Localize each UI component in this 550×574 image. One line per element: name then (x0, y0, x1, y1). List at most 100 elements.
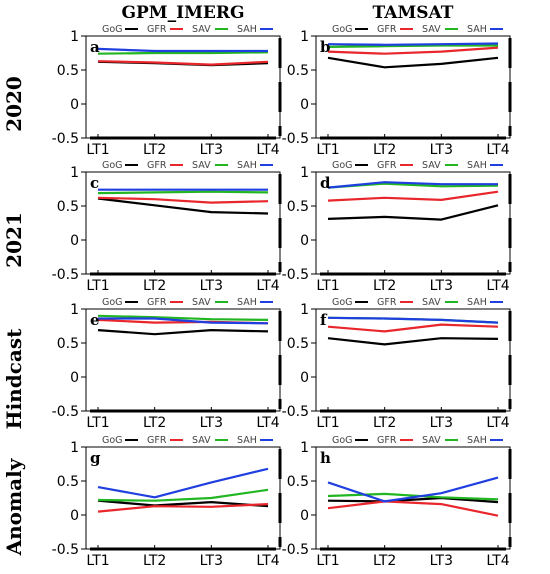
y-tick-label: -0.5 (52, 267, 79, 283)
y-tick-label: 0.5 (57, 199, 79, 215)
series-line-gog (97, 329, 269, 336)
legend-label: GFR (377, 435, 397, 446)
panel-frame (85, 171, 281, 275)
legend-label: SAH (237, 160, 257, 171)
x-tick-label: LT3 (430, 142, 453, 158)
series-line-sav (97, 314, 269, 321)
y-tick-label: 0 (70, 370, 79, 386)
x-tick-label: LT2 (143, 278, 166, 294)
legend-label: SAV (422, 297, 441, 308)
legend-label: GoG (102, 297, 123, 308)
panel-letter: c (90, 174, 99, 192)
legend-label: GoG (332, 160, 353, 171)
series-line-sah (97, 467, 269, 499)
series-line-sah (327, 42, 499, 46)
series-line-gfr (327, 500, 499, 517)
y-tick-label: 0.5 (287, 199, 309, 215)
legend-label: GFR (147, 435, 167, 446)
x-tick-label: LT2 (143, 142, 166, 158)
panel-letter: b (320, 38, 331, 56)
legend: GoG GFR SAV SAH (102, 160, 273, 171)
series-line-sav (327, 492, 499, 501)
y-tick-label: 1 (300, 302, 309, 318)
y-tick-label: 1 (300, 165, 309, 181)
x-tick-label: LT2 (143, 553, 166, 569)
legend-label: SAV (192, 435, 211, 446)
y-tick-label: 0 (70, 97, 79, 113)
x-tick-label: LT4 (256, 553, 279, 569)
legend-label: GFR (377, 24, 397, 35)
x-tick-label: LT4 (486, 142, 509, 158)
series-line-gfr (327, 190, 499, 202)
series-line-sah (97, 47, 268, 53)
panel-letter: e (90, 311, 100, 329)
legend-label: GoG (102, 24, 123, 35)
x-tick-label: LT2 (373, 278, 396, 294)
x-tick-label: LT4 (256, 142, 279, 158)
legend: GoG GFR SAV SAH (102, 435, 273, 446)
x-tick-label: LT3 (200, 142, 223, 158)
x-tick-label: LT2 (373, 142, 396, 158)
series-line-gfr (97, 503, 269, 513)
x-tick-label: LT3 (430, 553, 453, 569)
y-tick-label: 1 (300, 440, 309, 456)
series-line-sah (98, 317, 269, 325)
row-label-anomaly: Anomaly (2, 457, 26, 556)
x-tick-label: LT1 (86, 278, 109, 294)
y-tick-label: 0 (300, 370, 309, 386)
legend-label: SAV (192, 24, 211, 35)
x-tick-label: LT4 (256, 415, 279, 431)
series-line-gog (327, 496, 499, 504)
x-tick-label: LT1 (316, 142, 339, 158)
y-tick-label: -0.5 (282, 267, 309, 283)
legend-label: GoG (332, 297, 353, 308)
x-tick-label: LT3 (430, 415, 453, 431)
legend-label: GoG (102, 160, 123, 171)
y-tick-label: -0.5 (52, 131, 79, 147)
y-tick-label: 0.5 (287, 474, 309, 490)
x-tick-label: LT1 (86, 142, 109, 158)
legend-label: SAV (422, 435, 441, 446)
panel-f: -0.5 0 0.5 1 LT1 LT2 LT3 LT4 f GoG GFR SAV SAH (282, 297, 512, 431)
legend: GoG GFR SAV SAH (332, 24, 503, 35)
y-tick-label: 0 (300, 508, 309, 524)
y-tick-label: 0.5 (287, 336, 309, 352)
y-tick-label: 0.5 (57, 63, 79, 79)
legend-label: SAH (467, 24, 487, 35)
x-tick-label: LT4 (256, 278, 279, 294)
legend-label: SAH (467, 297, 487, 308)
series-line-sav (97, 51, 269, 55)
legend-label: GFR (377, 297, 397, 308)
panel-letter: g (90, 449, 101, 467)
column-title-left: GPM_IMERG (122, 3, 245, 23)
legend-label: GFR (147, 297, 167, 308)
x-tick-label: LT1 (316, 278, 339, 294)
y-tick-label: 1 (300, 29, 309, 45)
y-tick-label: 0.5 (57, 336, 79, 352)
series-line-sav (327, 44, 498, 48)
series-line-gfr (327, 46, 499, 55)
series-line-gfr (97, 196, 269, 204)
y-tick-label: 1 (70, 440, 79, 456)
legend-label: GoG (332, 435, 353, 446)
legend-label: SAH (237, 297, 257, 308)
x-tick-label: LT4 (486, 278, 509, 294)
legend-label: SAV (422, 24, 441, 35)
series-line-gog (327, 56, 499, 69)
y-tick-label: 0 (70, 508, 79, 524)
y-tick-label: -0.5 (282, 542, 309, 558)
series-line-gfr (97, 60, 269, 66)
legend: GoG GFR SAV SAH (332, 297, 503, 308)
series-line-sah (327, 476, 499, 503)
y-tick-label: 0 (300, 97, 309, 113)
legend-label: SAH (467, 435, 487, 446)
legend-label: GoG (332, 24, 353, 35)
x-tick-label: LT2 (143, 415, 166, 431)
panel-letter: f (320, 311, 328, 329)
y-tick-label: -0.5 (52, 404, 79, 420)
x-tick-label: LT1 (316, 415, 339, 431)
